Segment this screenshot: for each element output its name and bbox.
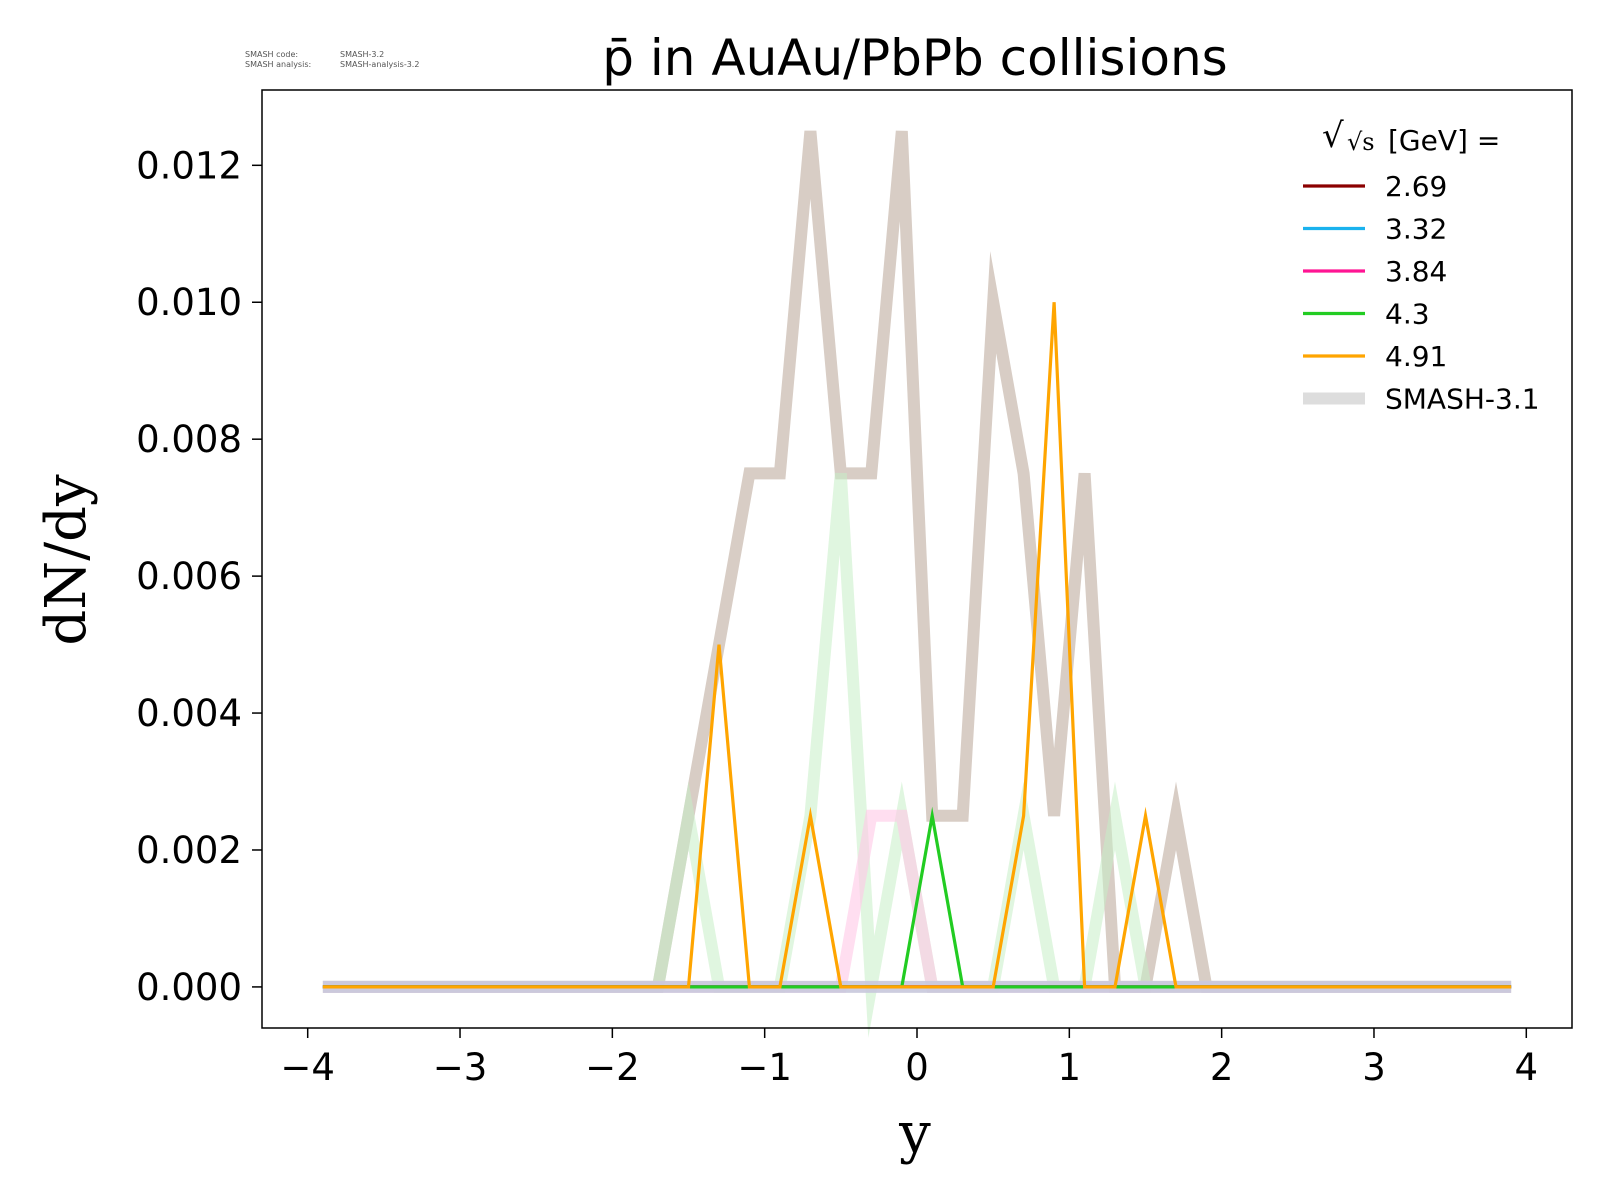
x-axis-label: y (898, 1101, 931, 1166)
smash-analysis-value: SMASH-analysis-3.2 (340, 60, 420, 69)
y-tick-label: 0.004 (136, 692, 242, 735)
smash-code-value: SMASH-3.2 (340, 50, 385, 59)
legend-title-sqrt: √ (1322, 116, 1344, 156)
x-tick-label: 3 (1362, 1046, 1386, 1089)
x-tick-label: −3 (433, 1046, 488, 1089)
x-tick-label: −1 (737, 1046, 792, 1089)
x-tick-label: 1 (1058, 1046, 1082, 1089)
y-axis: 0.000 0.002 0.004 0.006 0.008 0.010 0.012 (136, 144, 262, 1009)
x-axis: −4 −3 −2 −1 0 1 2 3 4 (280, 1028, 1538, 1089)
x-tick-label: −2 (585, 1046, 640, 1089)
y-tick-label: 0.002 (136, 829, 242, 872)
chart-title: p̄ in AuAu/PbPb collisions (602, 29, 1227, 87)
legend-title-s: √s (1347, 128, 1375, 156)
plot-series-group (322, 130, 1512, 1038)
legend-label: 4.3 (1385, 298, 1430, 331)
x-tick-label: 0 (905, 1046, 929, 1089)
series-line-0 (322, 130, 1512, 993)
smash-analysis-key: SMASH analysis: (245, 60, 312, 69)
legend-label: 4.91 (1385, 340, 1447, 373)
x-tick-label: 4 (1515, 1046, 1539, 1089)
legend-label: SMASH-3.1 (1385, 383, 1540, 416)
y-tick-label: 0.006 (136, 555, 242, 598)
smash-code-key: SMASH code: (245, 50, 299, 59)
series-line-8 (322, 302, 1512, 989)
x-tick-label: 2 (1210, 1046, 1234, 1089)
smash-analysis-label: SMASH analysis: SMASH-analysis-3.2 (245, 60, 419, 70)
smash-code-label: SMASH code: SMASH-3.2 (245, 50, 384, 60)
series-line-7 (322, 806, 1512, 989)
y-tick-label: 0.000 (136, 966, 242, 1009)
legend-label: 2.69 (1385, 170, 1447, 203)
legend-entries: 2.69 3.32 3.84 4.3 4.91 SMASH-3.1 (1303, 170, 1540, 416)
y-axis-label: dN/dy (34, 474, 99, 646)
y-tick-label: 0.010 (136, 281, 242, 324)
legend: √ √s [GeV] = 2.69 3.32 3.84 4.3 4.91 SMASH-3.… (1303, 116, 1540, 416)
x-tick-label: −4 (280, 1046, 335, 1089)
y-tick-label: 0.008 (136, 418, 242, 461)
y-tick-label: 0.012 (136, 144, 242, 187)
legend-title: [GeV] = (1388, 124, 1500, 157)
legend-label: 3.32 (1385, 213, 1447, 246)
legend-label: 3.84 (1385, 255, 1447, 288)
